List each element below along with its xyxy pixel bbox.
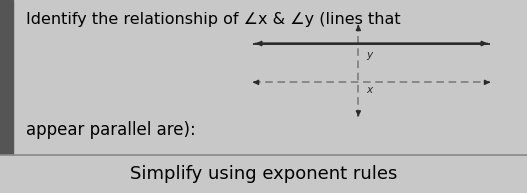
Text: y: y	[366, 50, 373, 60]
Text: Identify the relationship of ∠x & ∠y (lines that: Identify the relationship of ∠x & ∠y (li…	[26, 12, 401, 27]
Text: appear parallel are):: appear parallel are):	[26, 121, 196, 139]
Text: x: x	[366, 85, 373, 96]
Text: Simplify using exponent rules: Simplify using exponent rules	[130, 165, 397, 183]
Bar	[0, 0, 13, 155]
